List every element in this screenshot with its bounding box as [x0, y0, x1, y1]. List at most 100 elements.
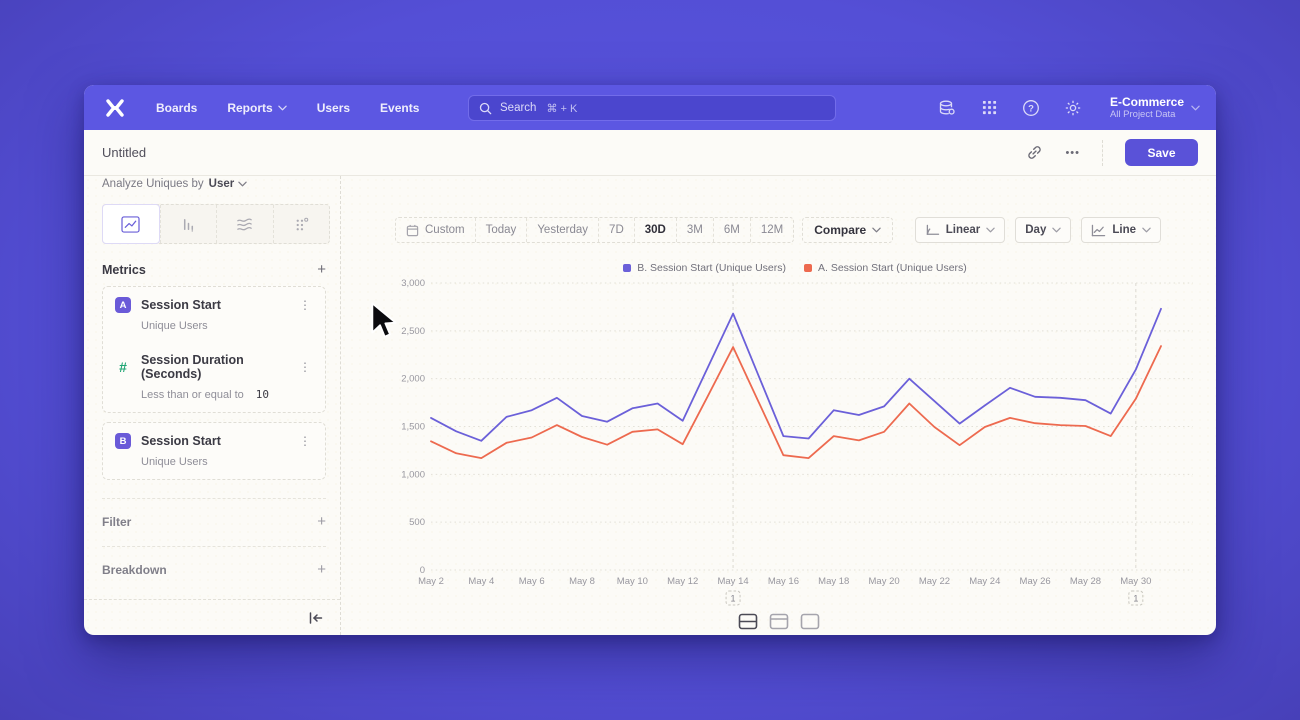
kebab-menu-icon[interactable]: ⋮ [299, 434, 311, 448]
apps-grid-icon[interactable] [980, 98, 999, 117]
kebab-menu-icon[interactable]: ⋮ [299, 298, 311, 312]
metric-card[interactable]: B Session Start ⋮ Unique Users [102, 422, 326, 480]
navbar-right: ? E-Commerce All Project Data [938, 85, 1200, 130]
metric-subtitle: Unique Users [141, 456, 208, 468]
metrics-header: Metrics + [102, 262, 326, 277]
x-axis-tick: May 18 [818, 576, 849, 587]
sidebar-separator [102, 498, 326, 499]
metrics-title: Metrics [102, 262, 146, 277]
range-yesterday[interactable]: Yesterday [526, 218, 598, 242]
metric-name: Session Duration (Seconds) [141, 353, 244, 381]
range-30d[interactable]: 30D [633, 218, 676, 242]
line-chart-icon [1092, 224, 1106, 236]
primary-nav: Boards Reports Users Events [156, 101, 419, 115]
chart-type-tabs [102, 204, 330, 244]
x-axis-tick: May 24 [969, 576, 1000, 587]
chevron-down-icon [1052, 227, 1062, 233]
analyze-label: Analyze Uniques by [102, 178, 204, 190]
search-shortcut: ⌘ + K [546, 102, 578, 115]
chevron-down-icon [986, 227, 995, 233]
collapse-sidebar-icon[interactable] [308, 611, 324, 625]
settings-gear-icon[interactable] [1064, 98, 1083, 117]
tab-line-chart[interactable] [102, 204, 160, 244]
y-axis-tick: 0 [420, 565, 425, 576]
nav-link-events[interactable]: Events [380, 100, 420, 115]
breakdown-section[interactable]: Breakdown + [102, 547, 326, 592]
nav-link-users[interactable]: Users [316, 100, 351, 115]
range-custom[interactable]: Custom [396, 218, 475, 242]
range-3m[interactable]: 3M [675, 218, 713, 242]
range-7d[interactable]: 7D [598, 218, 634, 242]
annotation-label: 1 [731, 594, 736, 604]
report-header: Untitled ••• Save [84, 130, 1216, 176]
range-12m[interactable]: 12M [749, 218, 793, 242]
sidebar-footer [84, 599, 340, 635]
annotation-label: 1 [1133, 594, 1138, 604]
annotation-badge[interactable] [725, 590, 741, 606]
line-chart[interactable]: 0 500 1,000 1,500 2,000 2,500 3,000 1 1 May 2 May … [395, 275, 1195, 620]
compare-dropdown[interactable]: Compare [802, 217, 894, 243]
axes-icon [926, 224, 939, 235]
range-6m[interactable]: 6M [712, 218, 750, 242]
legend-label: A. Session Start (Unique Users) [818, 262, 967, 274]
tab-bar-chart[interactable] [159, 205, 217, 243]
x-axis-tick: May 6 [519, 576, 545, 587]
metric-card[interactable]: A Session Start ⋮ Unique Users # Session Dura… [102, 286, 326, 413]
report-body: Analyze Uniques by User [84, 176, 1216, 635]
more-options-icon[interactable]: ••• [1065, 146, 1080, 159]
annotation-badge[interactable] [1128, 590, 1144, 606]
y-axis-tick: 1,500 [401, 422, 425, 433]
metric-name: Session Start [141, 434, 221, 448]
nav-link-boards[interactable]: Boards [156, 100, 198, 115]
line-chart-icon [121, 215, 140, 233]
layout-header-icon[interactable] [769, 613, 789, 630]
x-axis-tick: May 16 [768, 576, 799, 587]
series-line[interactable] [430, 307, 1162, 442]
analyze-row: Analyze Uniques by User [102, 177, 326, 191]
x-axis-tick: May 26 [1020, 576, 1051, 587]
nav-link-reports[interactable]: Reports [227, 101, 287, 115]
mixpanel-logo-icon[interactable] [102, 95, 128, 121]
project-selector[interactable]: E-Commerce All Project Data [1110, 95, 1200, 120]
filter-section[interactable]: Filter + [102, 499, 326, 544]
data-management-icon[interactable] [938, 98, 957, 117]
interval-dropdown[interactable]: Day [1015, 217, 1072, 243]
add-metric-button[interactable]: + [317, 261, 326, 278]
metric-item[interactable]: B Session Start ⋮ Unique Users [103, 423, 325, 479]
chart-panel: Custom Today Yesterday 7D 30D 3M 6M 12M Compare… [341, 176, 1216, 635]
search-input[interactable]: Search ⌘ + K [468, 95, 836, 121]
chevron-down-icon [238, 181, 247, 187]
x-axis-tick: May 8 [569, 576, 595, 587]
add-breakdown-button[interactable]: + [317, 561, 326, 578]
property-hash-icon: # [119, 359, 127, 375]
chevron-down-icon [1191, 105, 1200, 110]
metric-item[interactable]: A Session Start ⋮ Unique Users [103, 287, 325, 343]
metric-item[interactable]: # Session Duration (Seconds) ⋮ Less than or… [103, 343, 325, 412]
help-icon[interactable]: ? [1022, 98, 1041, 117]
chevron-down-icon [1142, 227, 1151, 233]
legend-item[interactable]: B. Session Start (Unique Users) [623, 262, 786, 274]
layout-split-icon[interactable] [738, 613, 758, 630]
save-button[interactable]: Save [1125, 139, 1198, 166]
range-today[interactable]: Today [474, 218, 527, 242]
y-axis-tick: 500 [409, 517, 425, 528]
date-range-group: Custom Today Yesterday 7D 30D 3M 6M 12M [395, 217, 795, 243]
share-link-icon[interactable] [1026, 144, 1043, 161]
kebab-menu-icon[interactable]: ⋮ [299, 360, 311, 374]
tab-metric[interactable] [272, 205, 330, 243]
x-axis-tick: May 4 [468, 576, 494, 587]
metric-letter-badge: B [115, 433, 131, 449]
x-axis-tick: May 20 [869, 576, 900, 587]
bar-chart-icon [183, 218, 193, 232]
query-sidebar: Analyze Uniques by User [84, 176, 341, 635]
layout-full-icon[interactable] [800, 613, 820, 630]
scale-dropdown[interactable]: Linear [914, 217, 1006, 243]
report-title[interactable]: Untitled [102, 145, 147, 160]
tab-stacked-chart[interactable] [216, 205, 273, 243]
legend-item[interactable]: A. Session Start (Unique Users) [804, 262, 967, 274]
analyze-value-dropdown[interactable]: User [209, 178, 248, 190]
metric-value[interactable]: 10 [255, 388, 269, 401]
add-filter-button[interactable]: + [317, 513, 326, 530]
chart-type-dropdown[interactable]: Line [1081, 217, 1161, 243]
series-line[interactable] [430, 345, 1162, 460]
